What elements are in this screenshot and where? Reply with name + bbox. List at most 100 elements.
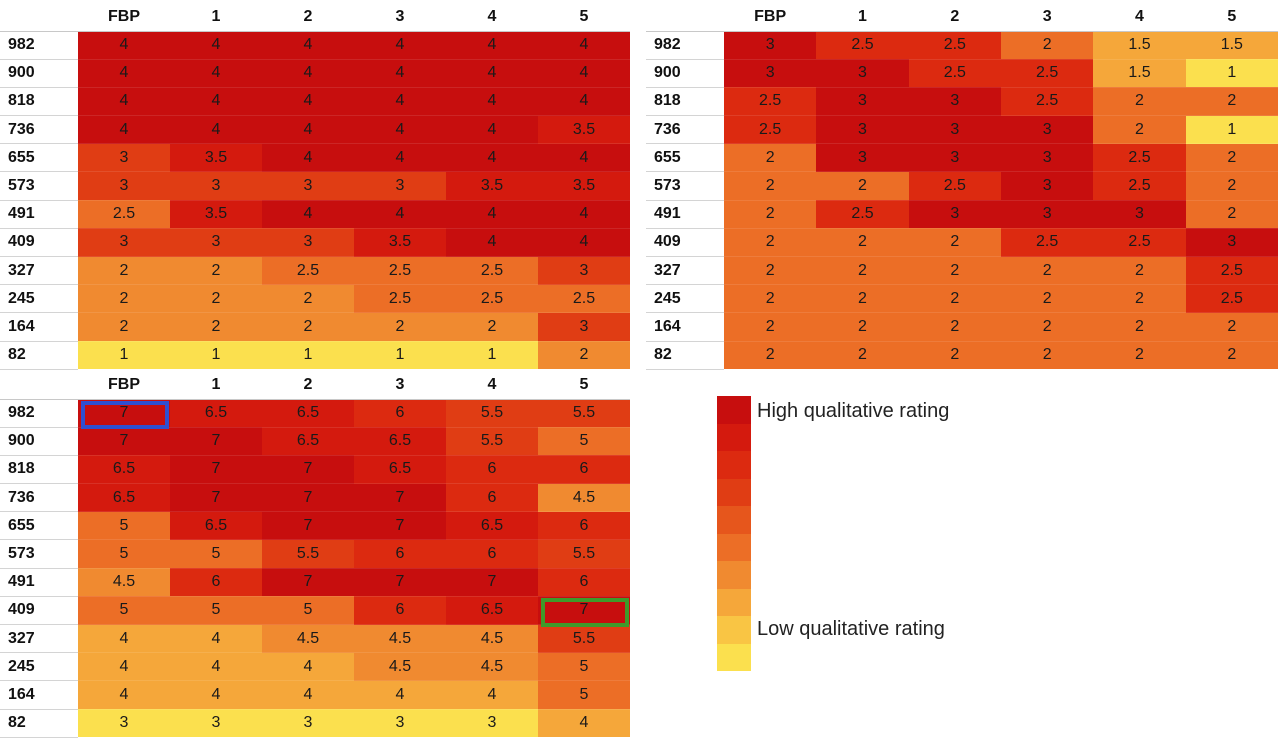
heatmap-cell: 7 — [354, 511, 446, 541]
heatmap-cell: 4 — [78, 652, 170, 682]
heatmap-cell: 2 — [1093, 312, 1186, 342]
heatmap-cell: 6 — [354, 399, 446, 428]
heatmap-cell: 2 — [1185, 312, 1278, 342]
table-row: 327 2 2 2 2 2 2.5 — [646, 256, 1278, 286]
row-label: 82 — [0, 709, 78, 738]
heatmap-cell: 3 — [78, 143, 170, 173]
table-row: 491 2 2.5 3 3 3 2 — [646, 200, 1278, 229]
heatmap-cell: 6 — [446, 483, 538, 513]
heatmap-cell: 2.5 — [1000, 228, 1094, 258]
row-label: 491 — [0, 568, 78, 597]
heatmap-cell: 4 — [262, 652, 354, 682]
heatmap-cell: 5 — [538, 652, 630, 682]
row-label: 82 — [0, 341, 78, 370]
heatmap-cell: 4.5 — [446, 652, 538, 682]
heatmap-cell: 3 — [170, 709, 262, 738]
heatmap-cell: 1 — [262, 341, 354, 370]
heatmap-cell: 4.5 — [354, 624, 446, 654]
heatmap-cell: 5 — [538, 427, 630, 456]
table-row: 900 4 4 4 4 4 4 — [0, 59, 630, 88]
heatmap-cell: 2 — [1000, 31, 1094, 60]
heatmap-cell: 7 — [262, 568, 354, 597]
heatmap-cell: 5 — [262, 596, 354, 626]
heatmap-cell: 4 — [354, 31, 446, 60]
heatmap-cell: 5.5 — [538, 539, 630, 569]
column-header: 4 — [446, 371, 538, 400]
heatmap-cell: 1 — [1185, 59, 1278, 88]
heatmap-cell: 2 — [1093, 115, 1186, 145]
heatmap-cell: 1 — [446, 341, 538, 370]
heatmap-cell: 2 — [724, 171, 817, 201]
heatmap-cell: 2 — [538, 341, 630, 370]
heatmap-cell: 3 — [78, 171, 170, 201]
legend-color-step — [717, 643, 751, 671]
column-header: 4 — [446, 3, 538, 32]
heatmap-cell: 2 — [1000, 312, 1094, 342]
heatmap-cell: 3 — [78, 709, 170, 738]
heatmap-cell: 3 — [170, 171, 262, 201]
table-row: 573 2 2 2.5 3 2.5 2 — [646, 171, 1278, 201]
row-label: 818 — [0, 455, 78, 485]
row-label: 982 — [0, 31, 78, 60]
heatmap-cell: 5.5 — [262, 539, 354, 569]
heatmap-cell: 2.5 — [1185, 256, 1278, 286]
heatmap-cell: 2 — [816, 341, 909, 370]
heatmap-cell: 5.5 — [538, 399, 630, 428]
heatmap-cell: 4 — [78, 87, 170, 117]
row-label: 818 — [646, 87, 724, 117]
heatmap-cell: 4 — [354, 59, 446, 88]
heatmap-cell: 2 — [1185, 200, 1278, 229]
heatmap-cell: 2 — [170, 284, 262, 314]
heatmap-cell: 2 — [1000, 341, 1094, 370]
row-label: 655 — [0, 143, 78, 173]
column-header: 2 — [262, 3, 354, 32]
heatmap-cell: 4.5 — [354, 652, 446, 682]
heatmap-cell: 4 — [78, 59, 170, 88]
heatmap-cell: 4.5 — [262, 624, 354, 654]
column-header: 5 — [1185, 3, 1278, 32]
heatmap-cell: 3.5 — [538, 171, 630, 201]
table-row: 164 2 2 2 2 2 3 — [0, 312, 630, 342]
legend-color-step — [717, 396, 751, 424]
heatmap-cell: 3 — [78, 228, 170, 258]
table-row: 573 3 3 3 3 3.5 3.5 — [0, 171, 630, 201]
row-label: 655 — [0, 511, 78, 541]
heatmap-cell: 2 — [1093, 87, 1186, 117]
heatmap-cell: 6 — [354, 539, 446, 569]
heatmap-cell: 2 — [908, 312, 1001, 342]
table-row: 982 4 4 4 4 4 4 — [0, 31, 630, 60]
heatmap-cell: 2.5 — [724, 87, 817, 117]
heatmap-cell: 3 — [724, 59, 817, 88]
heatmap-cell: 2 — [262, 284, 354, 314]
heatmap-cell: 6 — [446, 539, 538, 569]
heatmap-cell: 2.5 — [816, 200, 909, 229]
heatmap-cell: 4 — [170, 87, 262, 117]
column-header: 5 — [538, 3, 630, 32]
heatmap-cell: 3 — [908, 200, 1001, 229]
heatmap-cell: 6 — [170, 568, 262, 597]
heatmap-cell: 4 — [170, 115, 262, 145]
table-row: 491 4.5 6 7 7 7 6 — [0, 568, 630, 597]
row-label: 245 — [0, 652, 78, 682]
heatmap-cell: 1 — [1185, 115, 1278, 145]
table-row: 245 4 4 4 4.5 4.5 5 — [0, 652, 630, 682]
heatmap-cell: 4 — [262, 680, 354, 710]
heatmap-cell: 2 — [724, 228, 817, 258]
heatmap-cell: 3 — [1000, 143, 1094, 173]
heatmap-cell: 2 — [1185, 171, 1278, 201]
heatmap-cell: 4 — [538, 87, 630, 117]
heatmap-cell: 2.5 — [538, 284, 630, 314]
heatmap-cell: 2 — [170, 256, 262, 286]
heatmap-cell: 2.5 — [908, 59, 1001, 88]
heatmap-cell: 5 — [538, 680, 630, 710]
heatmap-cell: 2 — [908, 341, 1001, 370]
heatmap-cell: 4 — [446, 31, 538, 60]
heatmap-cell: 4 — [78, 31, 170, 60]
heatmap-cell: 4 — [170, 31, 262, 60]
table-row: 409 5 5 5 6 6.5 7 — [0, 596, 630, 626]
heatmap-c: FBP 1 2 3 4 5 982 7 6.5 6.5 6 5.5 5.5 900 7 7 6.5 6.5 5.5 5… — [0, 371, 630, 738]
heatmap-cell: 3.5 — [538, 115, 630, 145]
row-label: 164 — [0, 312, 78, 342]
heatmap-cell: 7 — [446, 568, 538, 597]
table-row: 655 2 3 3 3 2.5 2 — [646, 143, 1278, 173]
